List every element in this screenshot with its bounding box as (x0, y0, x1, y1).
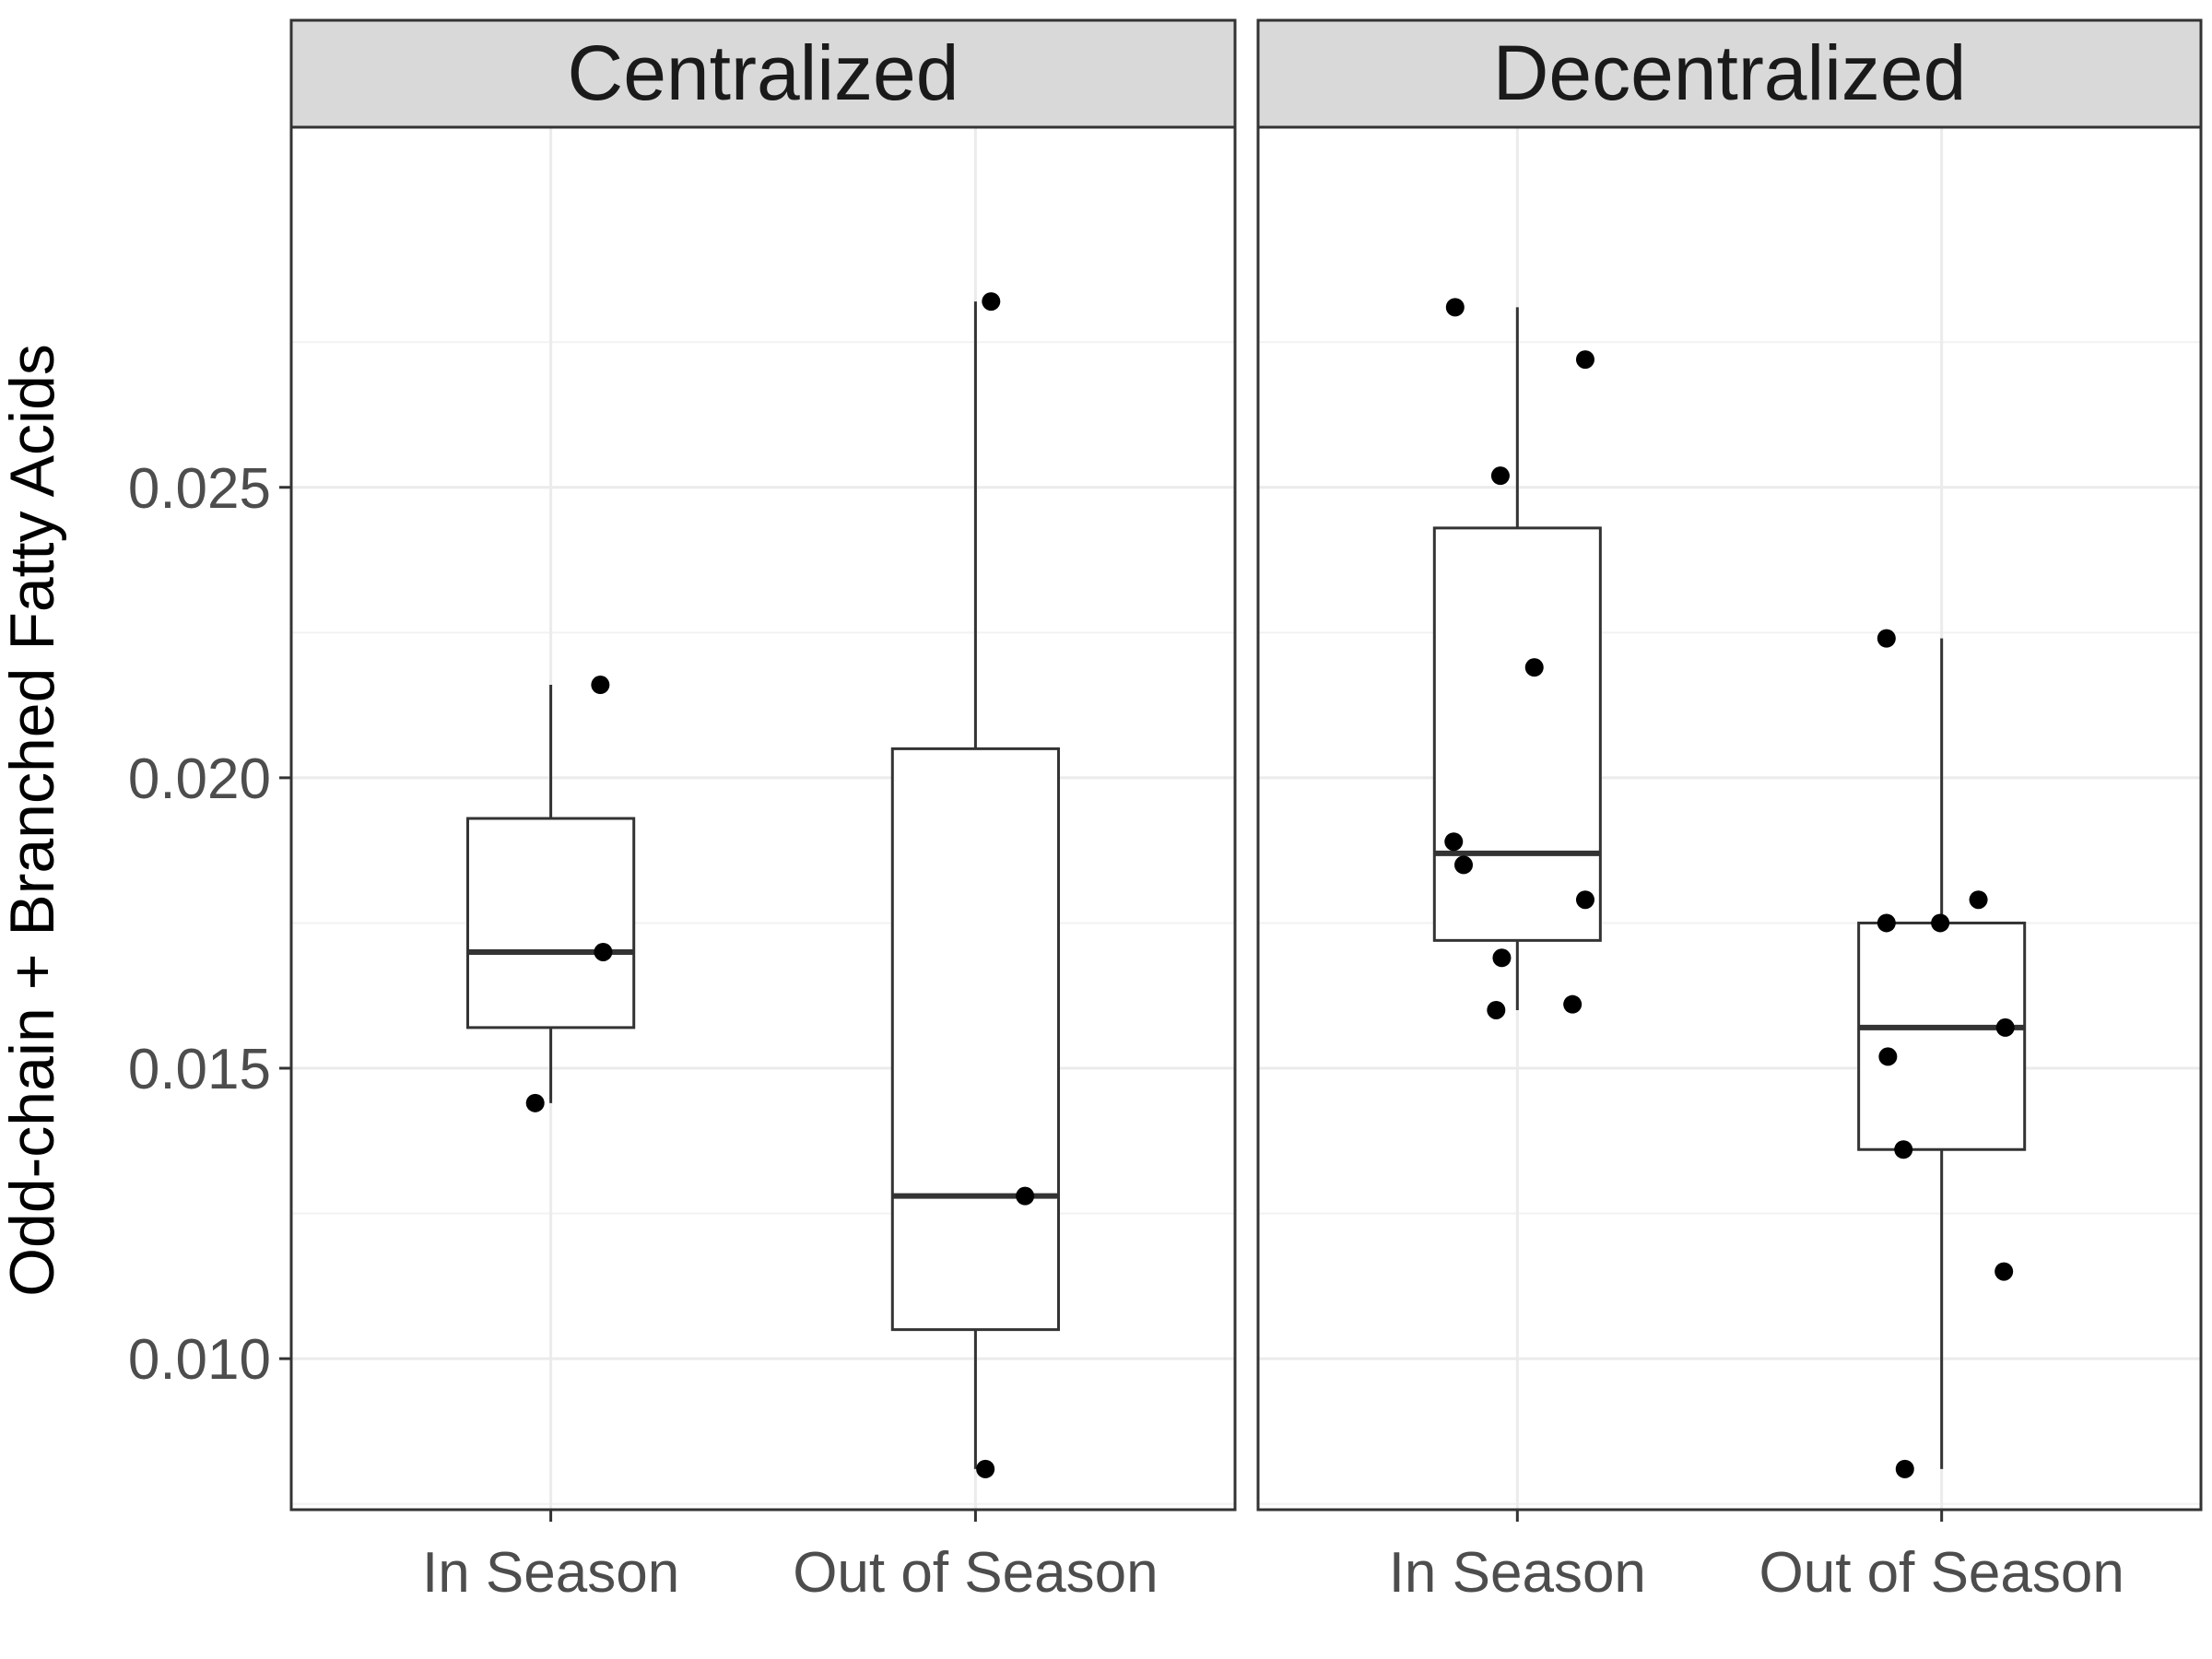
facet-strip-label: Centralized (568, 29, 959, 116)
panel-decentralized: Decentralized In Season Out of Season (1256, 18, 2203, 1605)
y-tick-label: 0.010 (128, 1328, 271, 1392)
data-point (594, 942, 613, 961)
data-point (1575, 350, 1594, 370)
x-tick-label: In Season (422, 1541, 679, 1605)
panel-background (291, 127, 1235, 1510)
data-point (1877, 913, 1896, 933)
panel-background (1258, 127, 2201, 1510)
boxplot-in-season (1432, 298, 1602, 1019)
facet-strip-label: Decentralized (1493, 29, 1967, 116)
data-point (1895, 1459, 1914, 1478)
data-point (1487, 1000, 1506, 1019)
box-iqr (890, 747, 1061, 1332)
y-tick-label: 0.015 (128, 1038, 271, 1101)
y-tick-label: 0.025 (128, 457, 271, 521)
data-point (1445, 298, 1465, 317)
data-point (1016, 1186, 1035, 1206)
data-point (525, 1093, 545, 1112)
facet-strip (289, 18, 1237, 129)
data-point (1995, 1018, 2015, 1037)
facet-strip (1256, 18, 2203, 129)
data-point (1563, 994, 1583, 1014)
y-tick-label: 0.020 (128, 747, 271, 811)
data-point (1994, 1262, 2014, 1281)
x-axis: In Season Out of Season (1389, 1510, 2124, 1605)
x-tick-label: In Season (1389, 1541, 1646, 1605)
data-point (1524, 658, 1544, 677)
data-point (591, 676, 610, 695)
boxplot-out-of-season (1857, 629, 2027, 1478)
y-axis-title: Odd-chain + Branched Fatty Acids (0, 344, 67, 1297)
data-point (1969, 890, 1988, 910)
boxplot-in-season (465, 676, 636, 1112)
data-point (1490, 466, 1510, 486)
data-point (982, 292, 1001, 312)
box-iqr (1432, 526, 1602, 942)
box-iqr (465, 817, 636, 1030)
data-point (1878, 1047, 1898, 1066)
boxplot-out-of-season (890, 292, 1061, 1478)
data-point (1454, 855, 1474, 875)
y-axis: 0.010 0.015 0.020 0.025 (128, 457, 291, 1392)
data-point (1444, 832, 1464, 852)
x-tick-label: Out of Season (1759, 1541, 2124, 1605)
data-point (1931, 913, 1950, 933)
data-point (1877, 629, 1896, 648)
data-point (1575, 890, 1594, 910)
x-axis: In Season Out of Season (422, 1510, 1159, 1605)
panel-centralized: Centralized In Season Out of Season (289, 18, 1237, 1605)
x-tick-label: Out of Season (793, 1541, 1158, 1605)
box-iqr (1857, 921, 2027, 1151)
data-point (1492, 948, 1512, 968)
data-point (1894, 1140, 1913, 1159)
data-point (976, 1459, 995, 1478)
